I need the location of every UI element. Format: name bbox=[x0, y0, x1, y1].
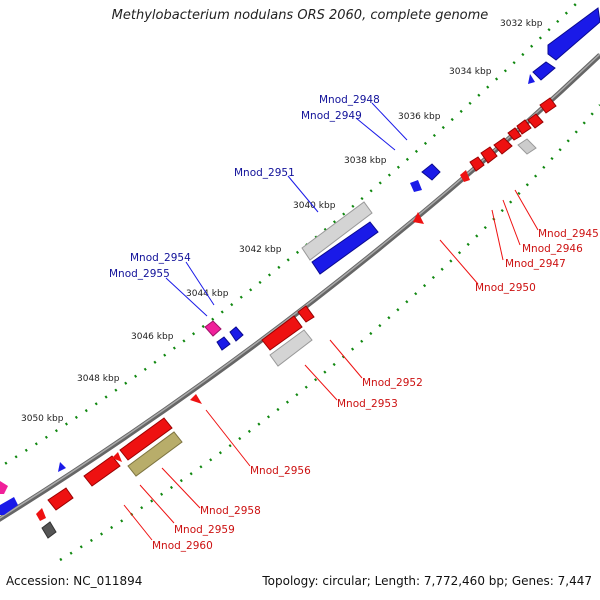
gene-label-forward[interactable]: Mnod_2948 bbox=[319, 94, 380, 106]
gene-feature[interactable] bbox=[269, 329, 313, 367]
gene-label-forward[interactable]: Mnod_2954 bbox=[130, 252, 191, 264]
gene-feature[interactable] bbox=[216, 336, 231, 351]
gene-feature[interactable] bbox=[410, 180, 422, 192]
tick-label: 3046 kbp bbox=[131, 332, 174, 342]
forward-strand-features bbox=[0, 7, 600, 515]
gene-feature[interactable] bbox=[507, 127, 522, 141]
gene-label-reverse[interactable]: Mnod_2950 bbox=[475, 282, 536, 294]
gene-label-reverse[interactable]: Mnod_2956 bbox=[250, 465, 311, 477]
gene-feature[interactable] bbox=[36, 508, 46, 521]
tick-label: 3040 kbp bbox=[293, 201, 336, 211]
accession-info: Accession: NC_011894 bbox=[6, 574, 142, 588]
tick-label: 3042 kbp bbox=[239, 245, 282, 255]
tick-label: 3050 kbp bbox=[21, 414, 64, 424]
gene-feature[interactable] bbox=[527, 113, 544, 129]
gene-feature[interactable] bbox=[261, 315, 303, 351]
forward-gene-labels: Mnod_2948 Mnod_2949 Mnod_2951 Mnod_2954 … bbox=[109, 94, 408, 317]
gene-feature[interactable] bbox=[229, 326, 244, 342]
gene-label-reverse[interactable]: Mnod_2946 bbox=[522, 243, 583, 255]
gene-feature[interactable] bbox=[413, 212, 424, 224]
gene-feature[interactable] bbox=[301, 201, 373, 261]
gene-feature[interactable] bbox=[539, 97, 557, 114]
gene-label-reverse[interactable]: Mnod_2952 bbox=[362, 377, 423, 389]
accession-value: NC_011894 bbox=[73, 574, 143, 588]
gene-feature[interactable] bbox=[41, 521, 57, 539]
gene-feature[interactable] bbox=[297, 305, 315, 323]
tick-label: 3048 kbp bbox=[77, 374, 120, 384]
reverse-strand-features bbox=[36, 97, 557, 539]
gene-feature[interactable] bbox=[469, 156, 485, 172]
gene-feature[interactable] bbox=[311, 221, 379, 275]
gene-feature[interactable] bbox=[0, 497, 18, 515]
gene-label-reverse[interactable]: Mnod_2953 bbox=[337, 398, 398, 410]
gene-feature[interactable] bbox=[83, 455, 121, 487]
gene-label-forward[interactable]: Mnod_2951 bbox=[234, 167, 295, 179]
map-title: Methylobacterium nodulans ORS 2060, comp… bbox=[111, 8, 489, 23]
gene-label-forward[interactable]: Mnod_2955 bbox=[109, 268, 170, 280]
gene-feature[interactable] bbox=[47, 487, 74, 511]
gene-feature[interactable] bbox=[480, 146, 498, 164]
gene-feature[interactable] bbox=[112, 452, 122, 462]
reverse-gene-labels: Mnod_2945 Mnod_2946 Mnod_2947 Mnod_2950 … bbox=[123, 189, 599, 552]
gene-feature[interactable] bbox=[517, 138, 537, 155]
gene-feature[interactable] bbox=[547, 7, 600, 61]
gene-feature[interactable] bbox=[0, 481, 8, 494]
gene-feature[interactable] bbox=[119, 417, 173, 461]
gene-feature[interactable] bbox=[516, 119, 532, 135]
gene-label-reverse[interactable]: Mnod_2960 bbox=[152, 540, 213, 552]
gene-feature[interactable] bbox=[493, 137, 513, 155]
tick-label: 3038 kbp bbox=[344, 156, 387, 166]
gene-feature[interactable] bbox=[460, 170, 470, 182]
tick-label: 3034 kbp bbox=[449, 67, 492, 77]
gene-feature[interactable] bbox=[204, 320, 222, 337]
gene-feature[interactable] bbox=[532, 61, 556, 81]
genome-summary: Topology: circular; Length: 7,772,460 bp… bbox=[262, 574, 592, 588]
tick-label: 3032 kbp bbox=[500, 19, 543, 29]
gene-feature[interactable] bbox=[127, 431, 183, 477]
gene-feature[interactable] bbox=[421, 163, 441, 181]
gene-label-forward[interactable]: Mnod_2949 bbox=[301, 110, 362, 122]
gene-label-reverse[interactable]: Mnod_2945 bbox=[538, 228, 599, 240]
gene-label-reverse[interactable]: Mnod_2947 bbox=[505, 258, 566, 270]
tick-label: 3036 kbp bbox=[398, 112, 441, 122]
gene-label-reverse[interactable]: Mnod_2959 bbox=[174, 524, 235, 536]
gene-feature[interactable] bbox=[528, 74, 535, 84]
outer-tick-track bbox=[0, 0, 581, 469]
accession-label: Accession: bbox=[6, 574, 70, 588]
gene-feature[interactable] bbox=[58, 462, 66, 472]
gene-label-reverse[interactable]: Mnod_2958 bbox=[200, 505, 261, 517]
gene-feature[interactable] bbox=[190, 394, 202, 404]
